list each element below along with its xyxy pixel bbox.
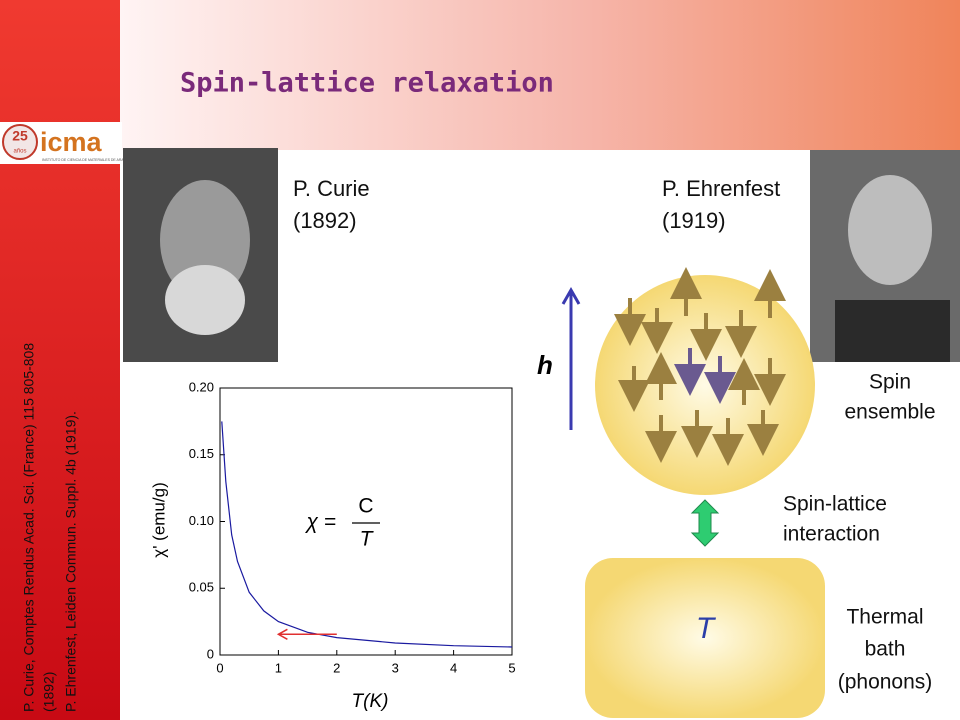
person-name: P. Curie	[293, 176, 370, 201]
logo-years-word: años	[13, 149, 26, 155]
formula-lhs: χ =	[304, 511, 336, 534]
interaction-label: Spin-lattice interaction	[783, 493, 887, 546]
photo-face	[160, 180, 250, 300]
x-axis-label: T(K)	[352, 691, 389, 712]
header-band	[120, 0, 960, 150]
photo-face	[848, 175, 932, 285]
curie-photo	[123, 148, 278, 362]
bath-symbol: T	[696, 612, 717, 645]
formula-numerator: C	[358, 495, 373, 518]
logo-institute: INSTITUTO DE CIENCIA DE MATERIALES DE AR…	[42, 157, 132, 162]
label-line: Spin-lattice	[783, 493, 887, 516]
y-tick-label: 0	[207, 646, 214, 661]
logo: 25 años icma INSTITUTO DE CIENCIA DE MAT…	[0, 122, 132, 164]
y-tick-label: 0.20	[189, 379, 214, 394]
annotation-arrow	[276, 628, 337, 640]
chart: χ' (emu/g) T(K) χ = C T 0 0.05 0.10 0.15 0.2…	[149, 379, 515, 712]
label-line: ensemble	[844, 401, 935, 424]
people: P. Curie (1892) P. Ehrenfest (1919)	[293, 176, 780, 233]
data-line	[221, 421, 513, 648]
side-band	[0, 0, 120, 720]
label-line: interaction	[783, 523, 880, 546]
title: Spin-lattice relaxation	[180, 68, 554, 99]
photo-suit	[835, 300, 950, 362]
person-name: P. Ehrenfest	[662, 176, 780, 201]
reference: P. Ehrenfest, Leiden Commun. Suppl. 4b (…	[63, 411, 79, 712]
interaction-arrow	[690, 499, 720, 547]
x-tick-label: 4	[450, 660, 457, 675]
person-year: (1919)	[662, 208, 726, 233]
formula-denominator: T	[360, 528, 375, 551]
person-year: (1892)	[293, 208, 357, 233]
logo-name: icma	[40, 127, 103, 157]
label-line: bath	[865, 638, 906, 661]
x-tick-label: 0	[216, 660, 223, 675]
x-tick-label: 1	[275, 660, 282, 675]
x-tick-label: 2	[333, 660, 340, 675]
y-axis-label: χ' (emu/g)	[149, 482, 168, 557]
logo-circle	[2, 124, 38, 160]
y-tick-label: 0.10	[189, 513, 214, 528]
label-line: Spin	[869, 371, 911, 394]
field-arrow	[561, 286, 581, 430]
spin-label: Spin ensemble	[844, 371, 935, 424]
bath-label: Thermal bath (phonons)	[838, 606, 933, 694]
y-tick-label: 0.05	[189, 580, 214, 595]
thermal-bath	[585, 558, 825, 718]
x-tick-label: 5	[508, 660, 515, 675]
reference: (1892)	[41, 672, 57, 712]
field-label: h	[537, 350, 553, 380]
references: P. Curie, Comptes Rendus Acad. Sci. (Fra…	[21, 343, 79, 712]
ehrenfest-photo	[810, 150, 960, 362]
logo-years: 25	[12, 128, 28, 144]
photo-beard	[165, 265, 245, 335]
label-line: (phonons)	[838, 671, 933, 694]
label-line: Thermal	[846, 606, 923, 629]
reference: P. Curie, Comptes Rendus Acad. Sci. (Fra…	[21, 343, 37, 712]
spins	[614, 267, 786, 466]
y-tick-label: 0.15	[189, 446, 214, 461]
x-tick-label: 3	[392, 660, 399, 675]
plot-frame	[219, 387, 513, 656]
